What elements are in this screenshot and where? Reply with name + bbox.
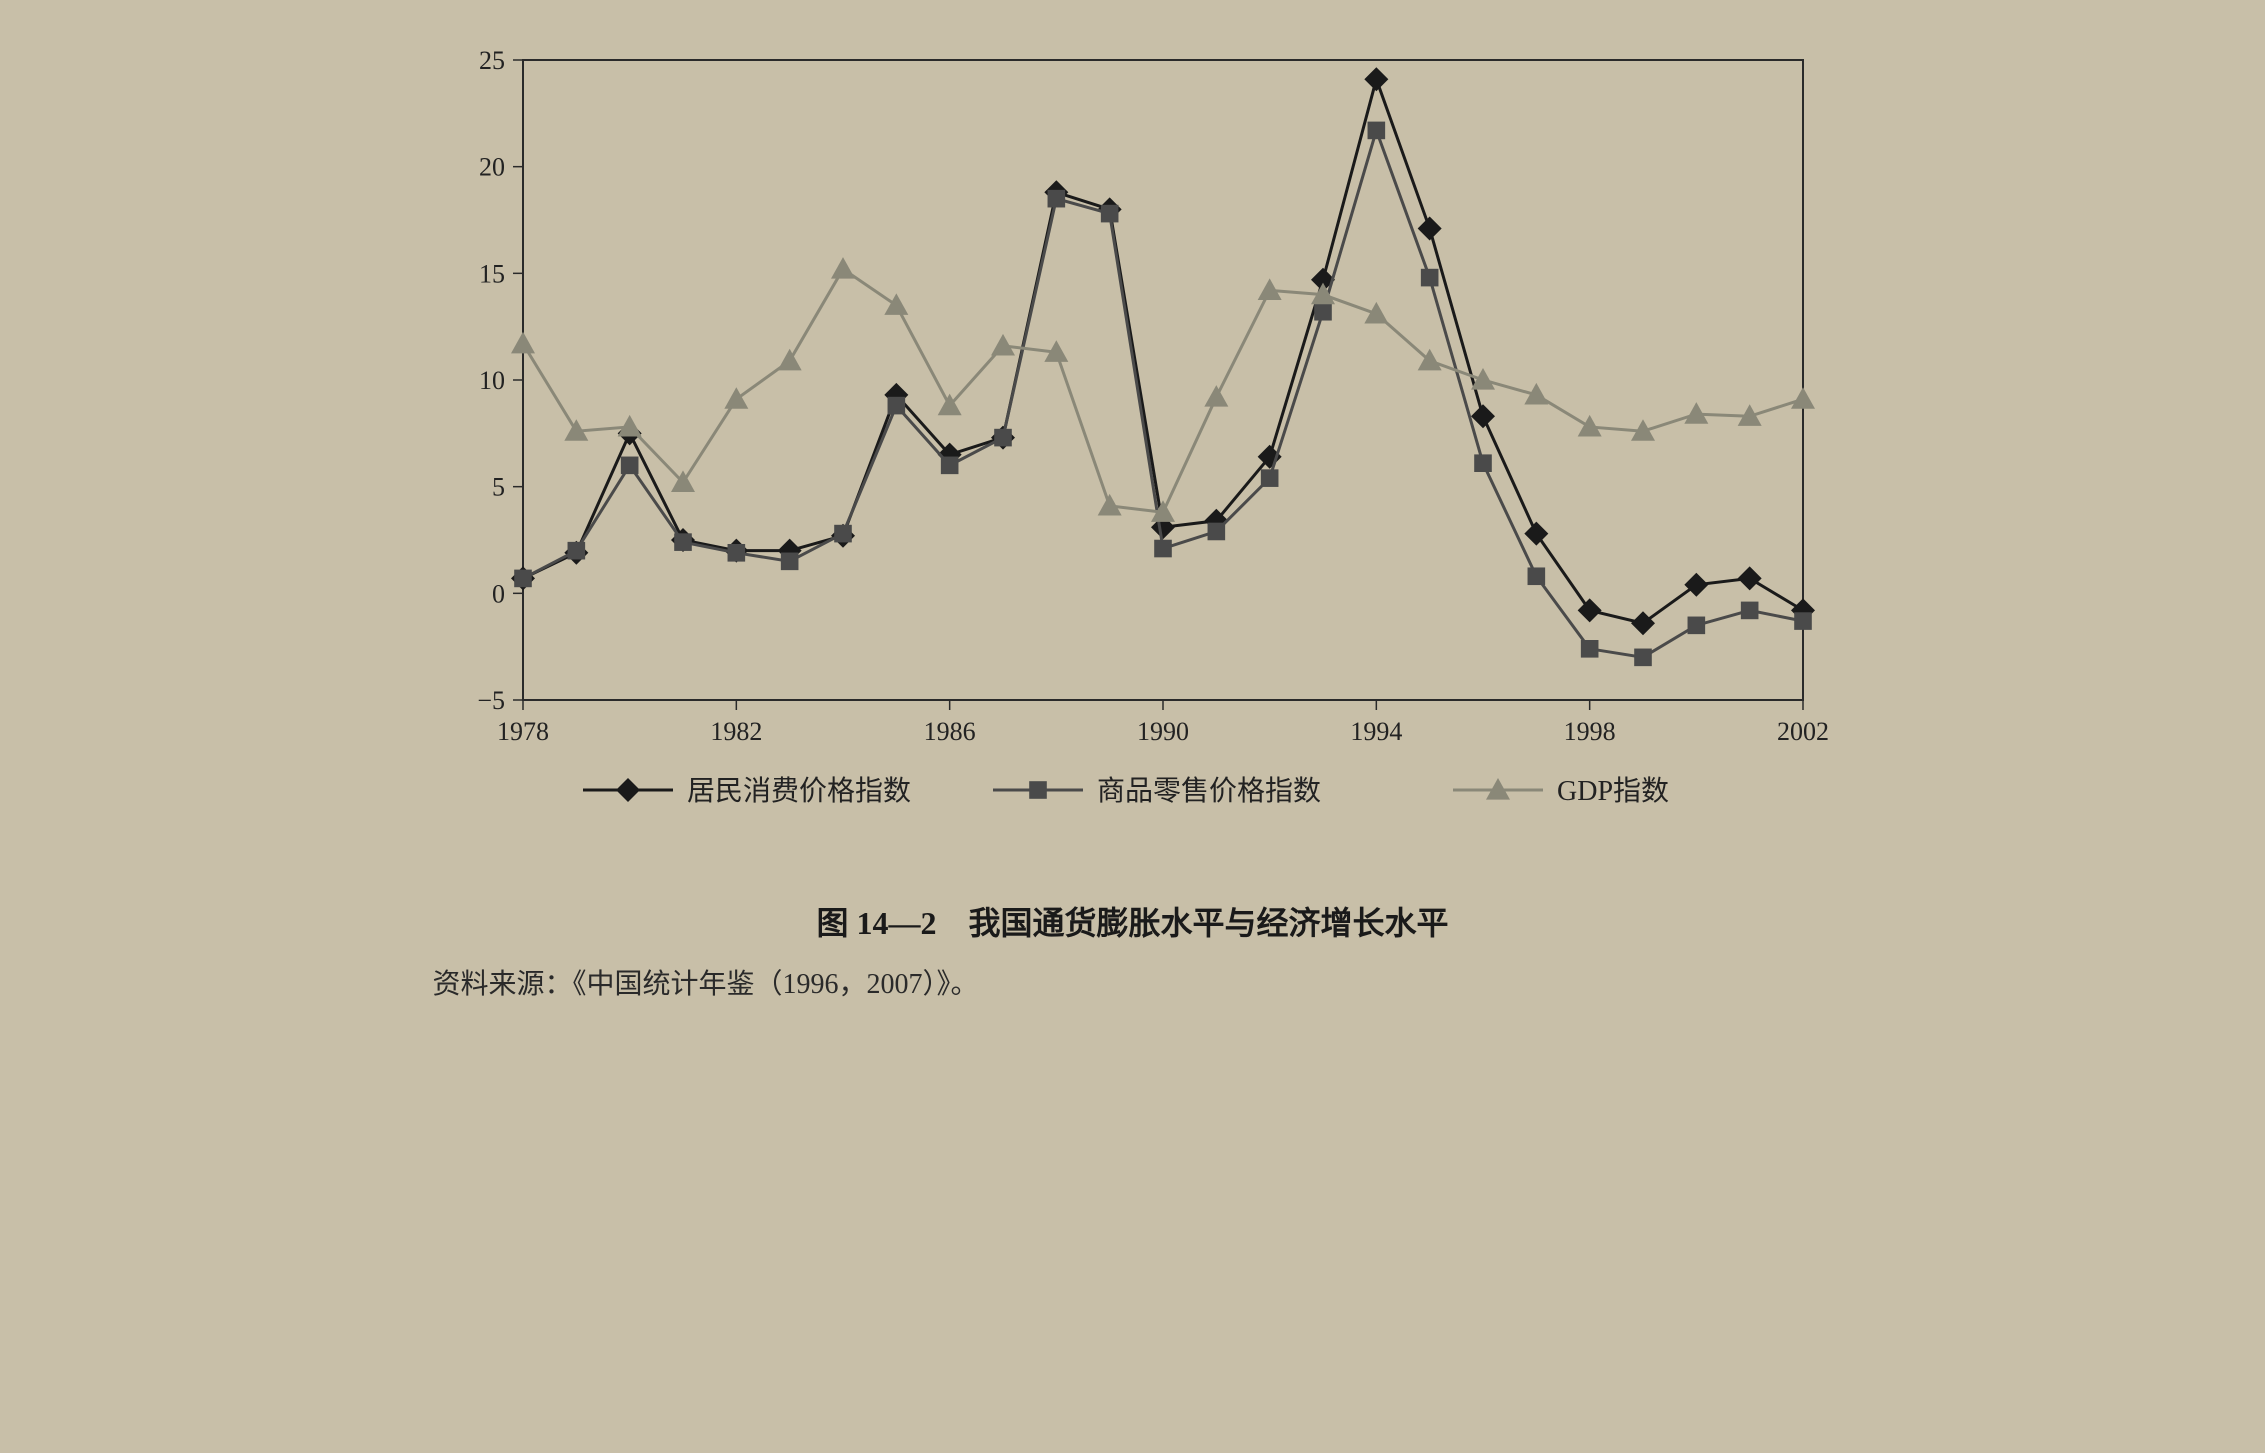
square-marker xyxy=(1207,523,1225,541)
x-tick-label: 1986 xyxy=(923,717,975,746)
square-marker xyxy=(940,457,958,475)
square-marker xyxy=(1047,190,1065,208)
diamond-marker xyxy=(616,778,640,802)
square-marker xyxy=(1260,469,1278,487)
square-marker xyxy=(1580,640,1598,658)
square-marker xyxy=(1420,269,1438,287)
square-marker xyxy=(1314,303,1332,321)
y-tick-label: 25 xyxy=(479,46,505,75)
y-tick-label: 5 xyxy=(492,473,505,502)
figure-caption: 图 14—2 我国通货膨胀水平与经济增长水平 xyxy=(433,898,1833,944)
legend: 居民消费价格指数 商品零售价格指数 GDP指数 xyxy=(583,775,1669,807)
square-marker xyxy=(1687,617,1705,635)
square-marker xyxy=(567,542,585,560)
square-marker xyxy=(1527,567,1545,585)
square-marker xyxy=(1367,122,1385,140)
y-tick-label: 10 xyxy=(479,366,505,395)
square-marker xyxy=(674,533,692,551)
square-marker xyxy=(1740,602,1758,620)
line-chart: −5 0 5 10 15 20 25 1978 1982 1986 1990 1994 1998 2002… xyxy=(433,40,1833,870)
y-tick-label: 15 xyxy=(479,259,505,288)
x-tick-label: 1990 xyxy=(1137,717,1189,746)
square-marker xyxy=(1100,205,1118,223)
square-marker xyxy=(780,553,798,571)
x-tick-label: 1982 xyxy=(710,717,762,746)
figure-source: 资料来源：《中国统计年鉴（1996，2007）》。 xyxy=(433,962,1833,1002)
square-marker xyxy=(834,525,852,543)
square-marker xyxy=(514,570,532,588)
legend-label: GDP指数 xyxy=(1557,775,1669,807)
y-tick-label: 0 xyxy=(492,579,505,608)
legend-label: 商品零售价格指数 xyxy=(1097,775,1321,807)
square-marker xyxy=(1029,781,1047,799)
x-tick-label: 1978 xyxy=(497,717,549,746)
square-marker xyxy=(1474,454,1492,472)
square-marker xyxy=(620,457,638,475)
square-marker xyxy=(727,544,745,562)
square-marker xyxy=(1154,540,1172,558)
y-tick-label: 20 xyxy=(479,153,505,182)
plot-area xyxy=(523,60,1803,700)
legend-label: 居民消费价格指数 xyxy=(687,775,911,807)
x-tick-label: 2002 xyxy=(1777,717,1829,746)
square-marker xyxy=(1634,649,1652,667)
figure: −5 0 5 10 15 20 25 1978 1982 1986 1990 1994 1998 2002… xyxy=(433,40,1833,1002)
square-marker xyxy=(1794,612,1812,630)
square-marker xyxy=(994,429,1012,447)
x-tick-label: 1994 xyxy=(1350,717,1402,746)
y-tick-label: −5 xyxy=(477,686,505,715)
square-marker xyxy=(887,397,905,415)
x-tick-label: 1998 xyxy=(1563,717,1615,746)
